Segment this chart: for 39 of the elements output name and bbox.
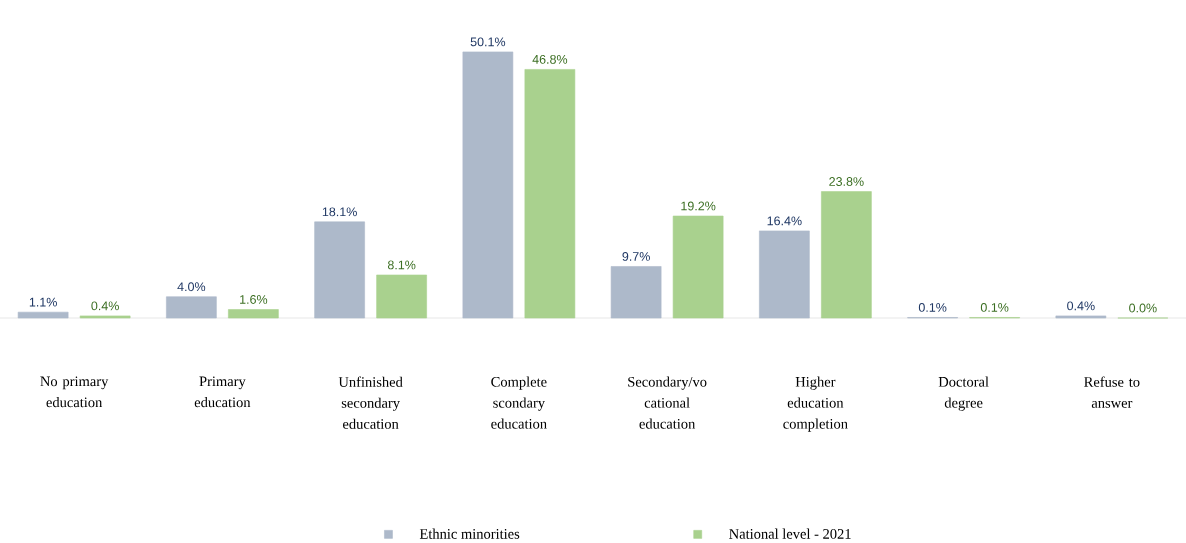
- x-tick-label: No primary education: [40, 376, 109, 408]
- data-label: 50.1%: [470, 37, 506, 47]
- data-label: 46.8%: [532, 54, 568, 64]
- bar: [610, 266, 662, 319]
- bar: [821, 191, 872, 319]
- x-tick-label: Complete scondary education: [491, 376, 547, 429]
- data-label: 4.0%: [177, 282, 206, 292]
- x-tick-label: Secondary/vo cational education: [628, 376, 707, 429]
- x-tick-label: Higher education completion: [783, 376, 848, 432]
- data-label: 0.1%: [918, 302, 947, 312]
- bar: [79, 315, 131, 319]
- x-tick-label: Doctoral degree: [938, 376, 989, 411]
- bar: [524, 69, 576, 319]
- data-label: 18.1%: [322, 207, 357, 217]
- bar: [672, 215, 724, 319]
- bar: [1055, 315, 1107, 319]
- data-label: 16.4%: [767, 216, 802, 226]
- data-label: 23.8%: [829, 177, 864, 186]
- bar: [462, 51, 514, 319]
- x-tick-label: Primary education: [194, 376, 251, 408]
- bar: [314, 221, 365, 319]
- legend-label: National level - 2021: [729, 528, 851, 539]
- data-label: 1.1%: [29, 297, 57, 307]
- data-label: 0.4%: [91, 301, 119, 311]
- x-tick-label: Refuse to answer: [1084, 376, 1140, 408]
- data-label: 0.4%: [1067, 301, 1095, 311]
- data-label: 0.1%: [980, 302, 1009, 312]
- bar: [376, 274, 427, 319]
- data-label: 0.0%: [1129, 303, 1157, 313]
- bar: [166, 296, 217, 319]
- legend-label: Ethnic minorities: [419, 528, 520, 539]
- data-label: 9.7%: [622, 252, 650, 261]
- bar: [759, 230, 810, 319]
- x-tick-label: Unfinished secondary education: [338, 376, 403, 429]
- bar: [228, 309, 279, 319]
- data-label: 19.2%: [681, 201, 716, 211]
- data-label: 1.6%: [240, 295, 268, 304]
- bar: [17, 311, 69, 319]
- data-label: 8.1%: [387, 260, 416, 270]
